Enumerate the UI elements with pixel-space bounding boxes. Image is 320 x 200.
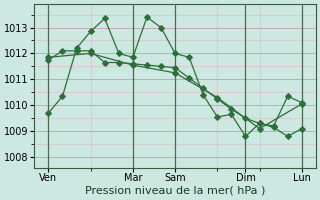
X-axis label: Pression niveau de la mer( hPa ): Pression niveau de la mer( hPa ) [85,186,265,196]
